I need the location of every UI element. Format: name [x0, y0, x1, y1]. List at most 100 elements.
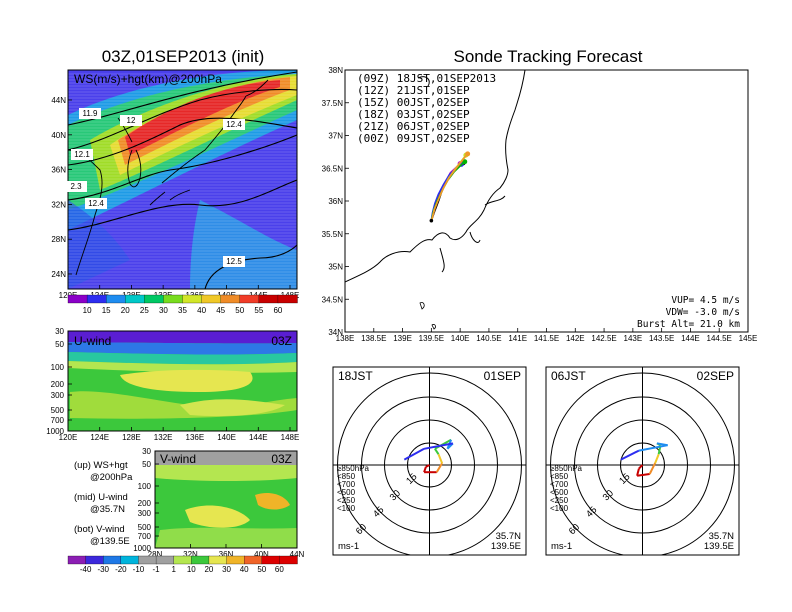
contour-label: 12.1	[74, 150, 90, 159]
contour-label-box	[79, 108, 101, 119]
hodo-legend-entry: ≥850hPa	[337, 464, 370, 473]
note-bot-2: @139.5E	[90, 536, 130, 547]
v-wind-x-tick-label: 32N	[183, 550, 198, 559]
hodo-segment	[403, 447, 425, 461]
u-wind-x-tick-label: 148E	[281, 433, 300, 442]
coastline-honshu	[345, 70, 526, 283]
ws-colorbar-label: 30	[159, 306, 168, 315]
hodo-date-label: 02SEP	[697, 369, 734, 383]
ws-colorbar-label: 55	[254, 306, 263, 315]
hodo-legend-entry: <500	[337, 488, 356, 497]
track-legend-entry: (15Z) 00JST,02SEP	[357, 96, 470, 109]
v-wind-colorbar: -40 -30 -20 -10 -1 1 10 20 30 40 50 60	[67, 555, 298, 574]
ws-map-panel: WS(m/s)+hgt(km)@200hPa 11.9 12 12.4 12.1 2.3…	[51, 69, 299, 315]
u-wind-time: 03Z	[271, 334, 292, 348]
hodo-ring-label: 30	[388, 488, 403, 503]
v-wind-title: V-wind	[160, 452, 196, 466]
ws-y-tick-label: 44N	[51, 96, 66, 105]
v-wind-y-tick-label: 500	[138, 523, 152, 532]
hodo-ring-label: 15	[617, 471, 632, 486]
v-wind-colorbar-label: 1	[171, 565, 176, 574]
hodo-legend-entry: <100	[550, 504, 569, 513]
hodo-legend-entry: <700	[337, 480, 356, 489]
contour-label: 11.9	[83, 109, 99, 118]
u-wind-lightgreen	[68, 361, 297, 373]
ws-colorbar-swatch	[67, 294, 88, 304]
hodo-segment	[648, 462, 656, 475]
track-y-tick-label: 37.5N	[322, 99, 344, 108]
ws-y-tick-label: 36N	[51, 166, 66, 175]
track-x-tick-label: 139E	[393, 334, 412, 343]
v-wind-colorbar-label: -30	[97, 565, 109, 574]
v-wind-y-tick-label: 700	[138, 532, 152, 541]
sonde-tracks	[429, 151, 471, 223]
hgt-contour-3	[68, 117, 297, 166]
ws-colorbar-label: 60	[273, 306, 282, 315]
ws-map-frame	[67, 69, 298, 290]
track-map-y-ticks: 34N 34.5N 35N 35.5N 36N 36.5N 37N 37.5N 38N	[322, 66, 349, 337]
ws-colorbar-label: 25	[140, 306, 149, 315]
ws-colorbar-swatch	[258, 294, 279, 304]
ws-colorbar-swatch	[277, 294, 298, 304]
contour-label: 12	[127, 116, 136, 125]
u-wind-panel: U-wind 03Z 120E 124E 128E 132E 136E 140E 144E 1…	[46, 327, 299, 442]
launch-point	[429, 218, 434, 223]
u-wind-x-tick-label: 140E	[217, 433, 236, 442]
ws-map-y-ticks: 24N 28N 32N 36N 40N 44N	[51, 96, 72, 279]
track-x-tick-label: 140.5E	[476, 334, 501, 343]
v-wind-yellow-blob	[185, 505, 250, 528]
hodo-segment	[425, 464, 430, 468]
sonde-track-line	[431, 153, 469, 220]
ws-hatching	[68, 73, 297, 288]
v-wind-colorbar-label: 40	[240, 565, 249, 574]
hodo-segment	[638, 444, 668, 452]
u-wind-frame	[67, 330, 298, 432]
contour-labels: 11.9 12 12.4 12.1 2.3 12.4 12.5	[65, 108, 245, 267]
hgt-contour-2	[68, 88, 297, 151]
ws-y-tick-label: 24N	[51, 270, 66, 279]
u-wind-y-tick-label: 500	[51, 406, 65, 415]
track-x-tick-label: 143E	[624, 334, 643, 343]
u-wind-x-tick-label: 144E	[249, 433, 268, 442]
ws-colorbar-swatch	[86, 294, 107, 304]
ws-y-tick-label: 40N	[51, 131, 66, 140]
hodo-legend-entry: <700	[550, 480, 569, 489]
v-wind-time: 03Z	[271, 452, 292, 466]
v-wind-colorbar-label: 20	[204, 565, 213, 574]
hodo-segment	[654, 453, 660, 464]
track-x-tick-label: 141E	[508, 334, 527, 343]
u-wind-y-tick-label: 1000	[46, 427, 64, 436]
v-wind-colorbar-label: 30	[222, 565, 231, 574]
v-wind-orange-blob	[255, 493, 290, 510]
v-wind-colorbar-swatch	[191, 555, 210, 565]
ws-colorbar-label: 45	[216, 306, 225, 315]
hodo-legend-entry: <500	[550, 488, 569, 497]
contour-label-box	[65, 181, 87, 192]
track-legend-entry: (12Z) 21JST,01SEP	[357, 84, 470, 97]
hodo-segment	[434, 448, 440, 455]
track-legend: (09Z) 18JST,01SEP2013(12Z) 21JST,01SEP(1…	[357, 72, 496, 145]
v-wind-colorbar-swatch	[226, 555, 245, 565]
hodo-segment	[437, 453, 444, 464]
v-wind-colorbar-swatch	[67, 555, 87, 565]
contour-label-box	[71, 149, 93, 160]
u-wind-x-ticks: 120E 124E 128E 132E 136E 140E 144E 148E	[59, 427, 300, 442]
track-y-tick-label: 37N	[328, 132, 343, 141]
note-mid-1: (mid) U-wind	[74, 492, 128, 503]
hodo-frame	[332, 366, 527, 556]
track-map-x-ticks: 138E 138.5E 139E 139.5E 140E 140.5E 141E 141.5E…	[336, 328, 757, 343]
v-wind-colorbar-swatch	[261, 555, 281, 565]
track-legend-entry: (18Z) 03JST,02SEP	[357, 108, 470, 121]
track-y-tick-label: 35N	[328, 263, 343, 272]
u-wind-y-tick-label: 30	[55, 327, 64, 336]
track-y-tick-label: 36.5N	[322, 164, 344, 173]
track-legend-entry: (00Z) 09JST,02SEP	[357, 132, 470, 145]
ws-colorbar-swatch	[239, 294, 260, 304]
u-wind-y-tick-label: 700	[51, 416, 65, 425]
v-wind-colorbar-label: 10	[187, 565, 196, 574]
v-wind-x-tick-label: 40N	[254, 550, 269, 559]
annot-vdw: VDW= -3.0 m/s	[666, 307, 740, 318]
u-wind-y-tick-label: 50	[55, 340, 64, 349]
